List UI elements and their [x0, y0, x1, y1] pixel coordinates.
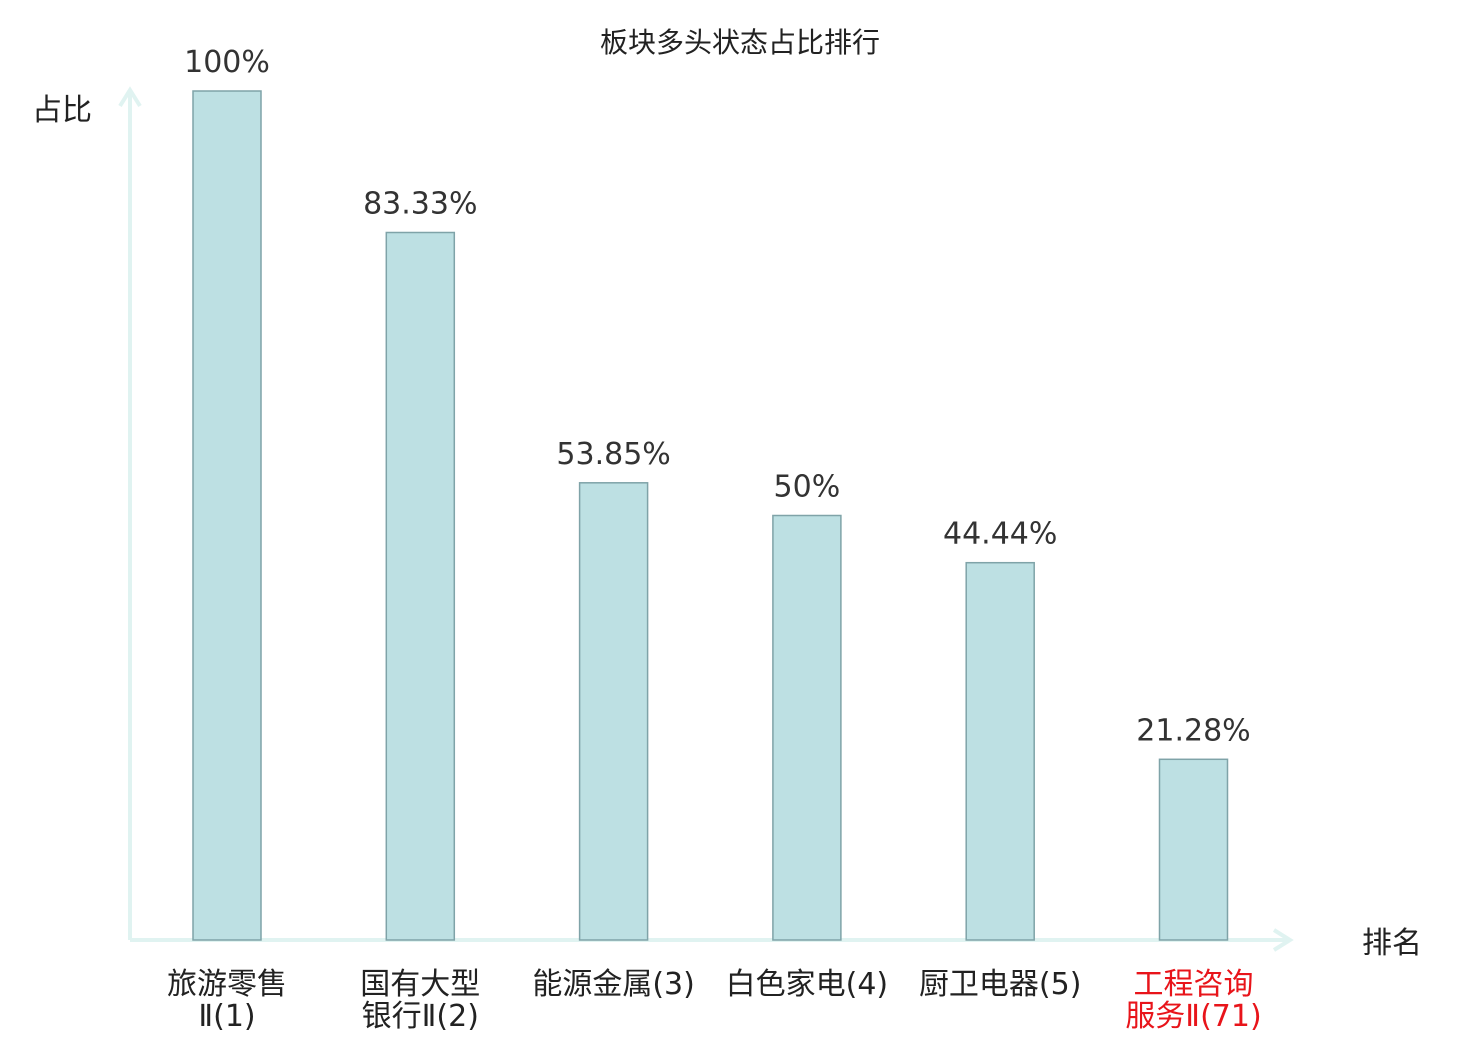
category-label-6-line-1: 工程咨询 — [1134, 967, 1254, 1002]
value-label-6: 21.28% — [1136, 713, 1250, 748]
axes — [118, 86, 1294, 952]
value-label-4: 50% — [774, 470, 841, 505]
bar-3 — [578, 482, 649, 941]
bar-2 — [385, 231, 456, 941]
category-label-2-line-1: 国有大型 — [360, 967, 480, 1002]
value-label-2: 83.33% — [363, 187, 477, 222]
chart-title: 板块多头状态占比排行 — [600, 26, 880, 59]
bar-6 — [1158, 758, 1229, 941]
category-label-5: 厨卫电器(5) — [919, 967, 1082, 1002]
x-axis-label: 排名 — [1362, 926, 1422, 961]
bar-4 — [772, 514, 842, 941]
category-label-4: 白色家电(4) — [726, 967, 889, 1002]
value-label-3: 53.85% — [556, 437, 670, 472]
category-label-1-line-1: 旅游零售 — [167, 967, 287, 1002]
value-label-5: 44.44% — [943, 517, 1057, 552]
category-label-2-line-2: 银行Ⅱ(2) — [362, 999, 479, 1034]
bar-1 — [192, 90, 262, 941]
category-label-3: 能源金属(3) — [532, 967, 695, 1002]
category-label-6-line-2: 服务Ⅱ(71) — [1125, 999, 1261, 1034]
bar-5 — [965, 561, 1035, 941]
category-label-1-line-2: Ⅱ(1) — [198, 999, 255, 1034]
value-labels-group: 100% 83.33% 53.85% 50% 44.44% 21.28% — [184, 45, 1251, 748]
y-axis-arrow — [118, 86, 142, 108]
y-axis-label: 占比 — [32, 93, 92, 128]
bars-group — [192, 90, 1229, 941]
value-label-1: 100% — [184, 45, 270, 80]
x-axis-arrow — [1272, 928, 1294, 952]
